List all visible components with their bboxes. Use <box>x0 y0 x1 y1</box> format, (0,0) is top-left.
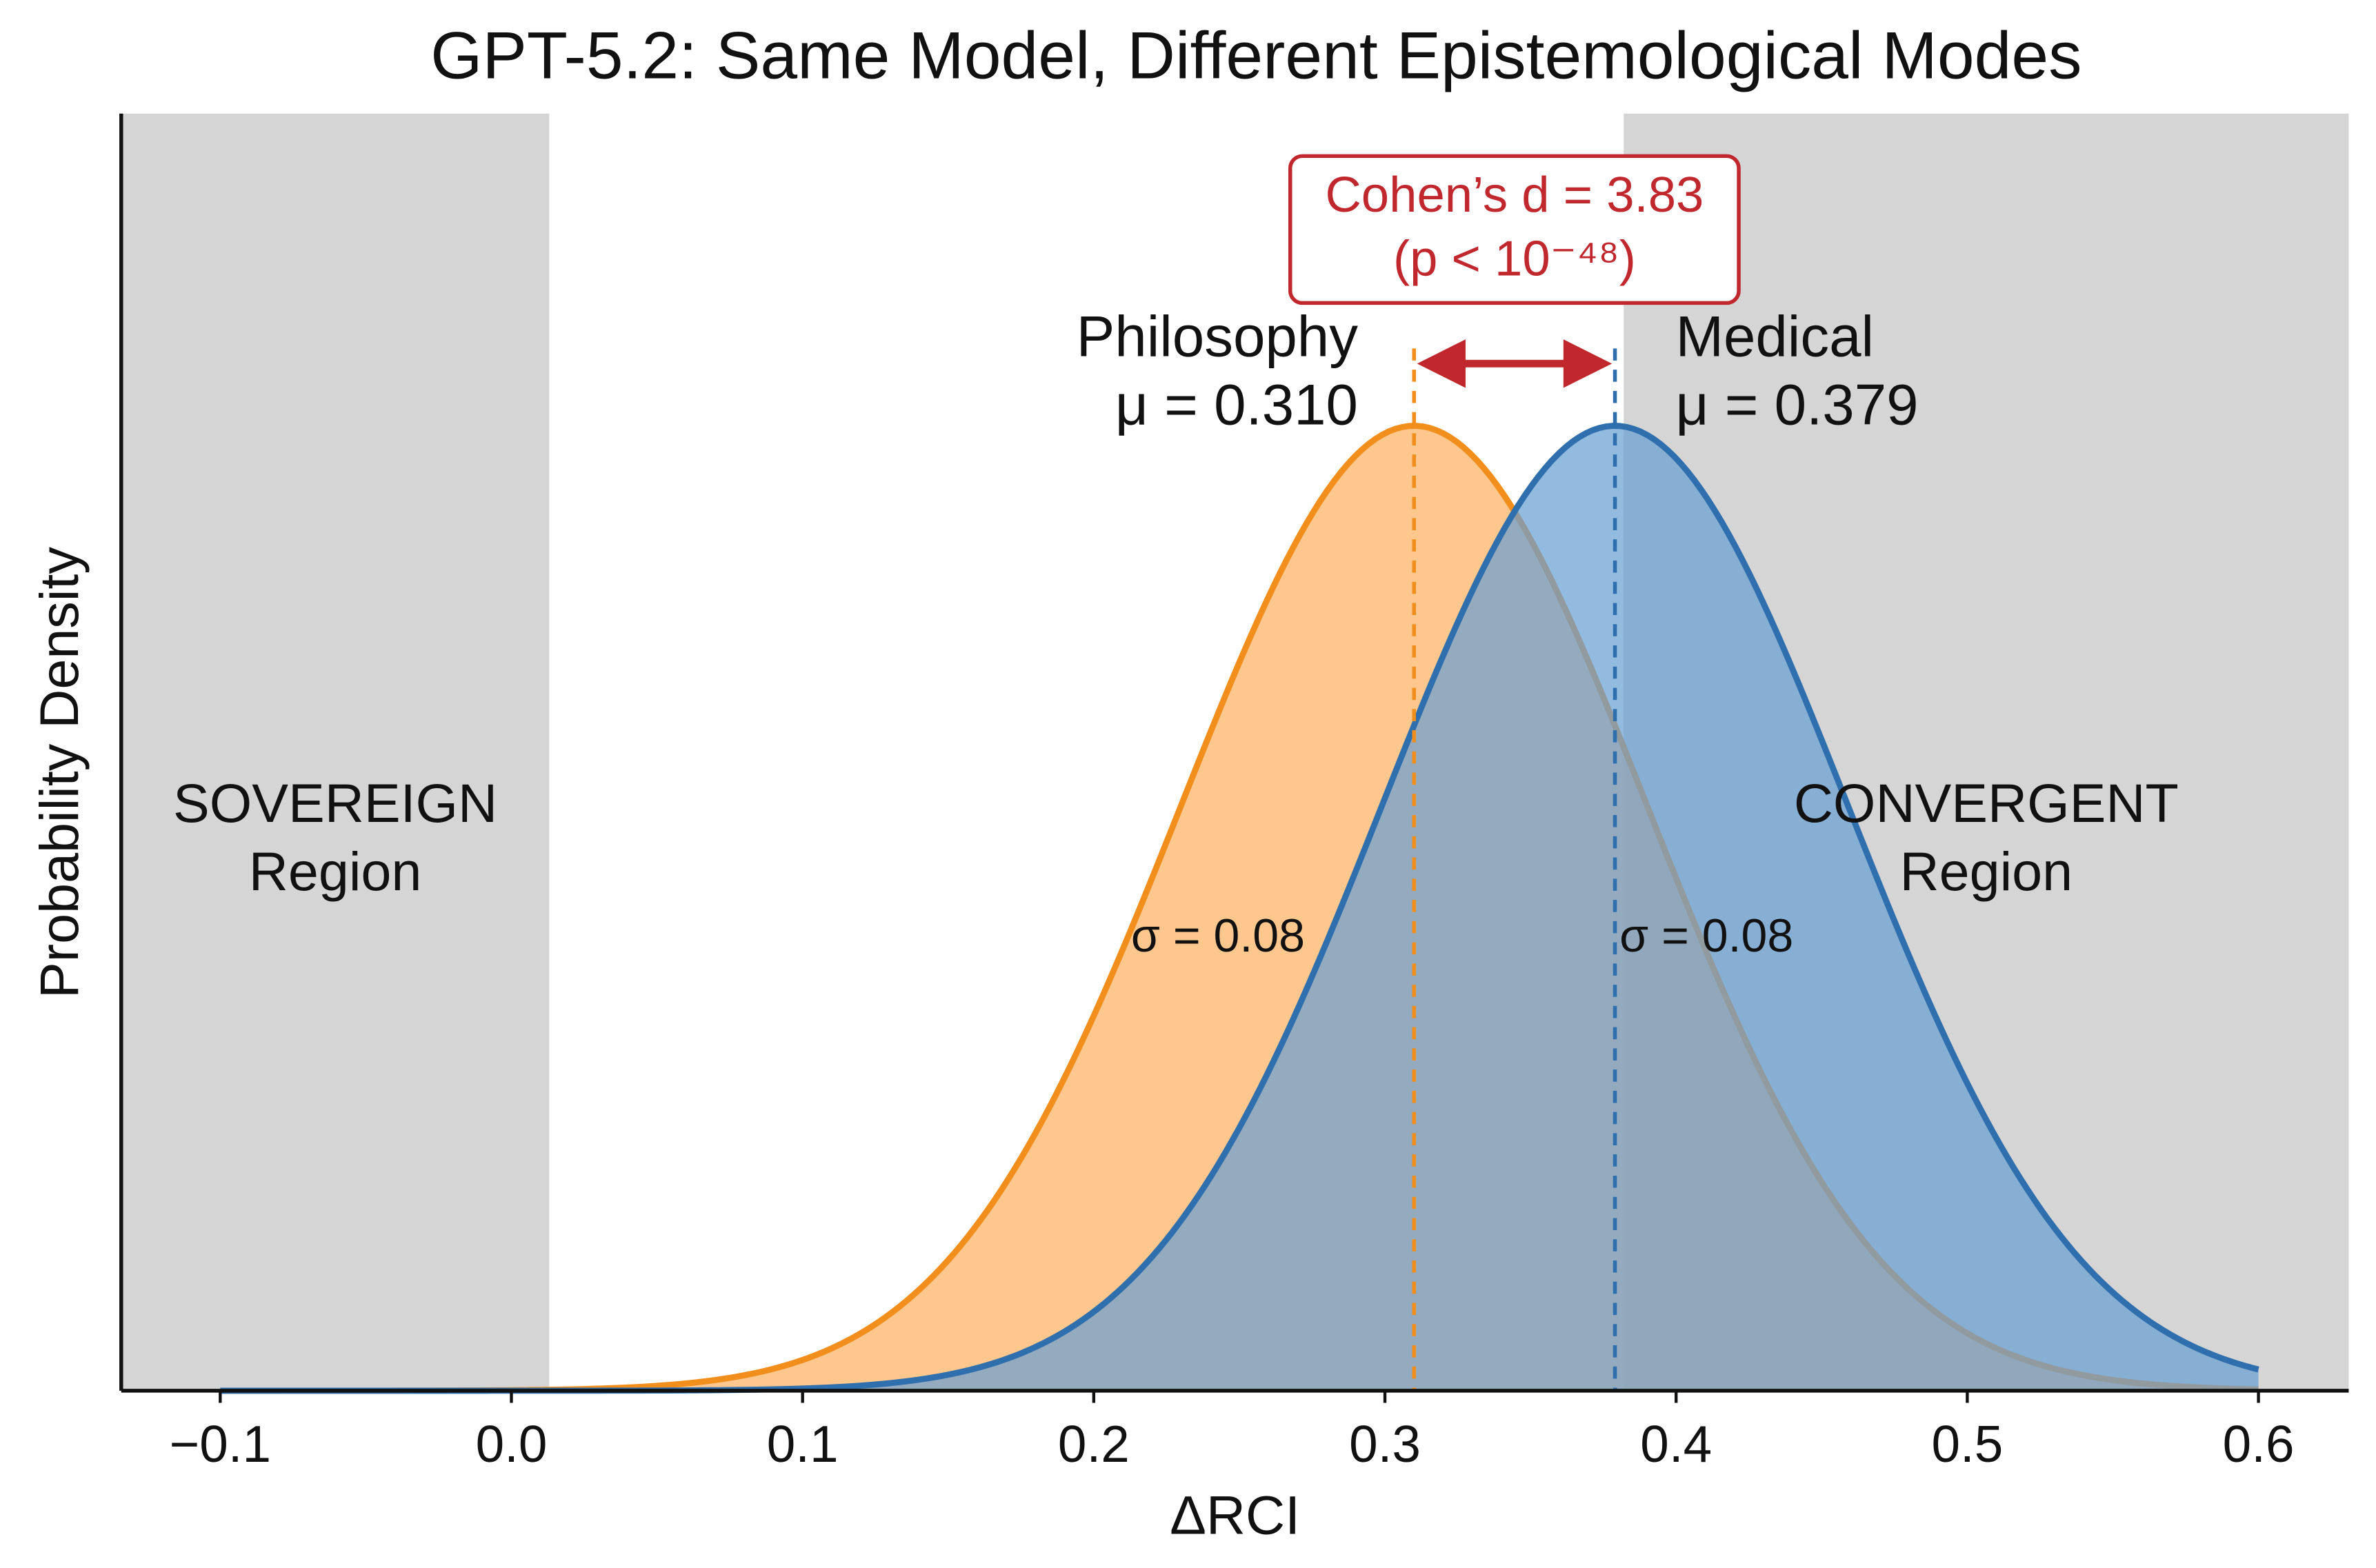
effect-label: (p < 10⁻⁴⁸) <box>1393 230 1636 286</box>
region-label: CONVERGENT <box>1794 772 2179 834</box>
arrow-head <box>1563 339 1613 388</box>
x-axis-label: ΔRCI <box>1170 1485 1300 1546</box>
chart-title: GPT-5.2: Same Model, Different Epistemol… <box>430 18 2082 92</box>
x-tick-label: 0.2 <box>1058 1415 1130 1473</box>
x-tick-label: 0.1 <box>767 1415 839 1473</box>
density-area <box>220 425 2259 1391</box>
x-tick-label: 0.5 <box>1931 1415 2003 1473</box>
y-axis-label: Probability Density <box>28 547 90 998</box>
sd-label: σ = 0.08 <box>1619 909 1793 962</box>
arrow-head <box>1417 339 1466 388</box>
series-name: Philosophy <box>1077 303 1359 368</box>
effect-label: Cohen’s d = 3.83 <box>1325 167 1704 223</box>
x-tick-label: −0.1 <box>170 1415 271 1473</box>
x-tick-label: 0.4 <box>1640 1415 1712 1473</box>
mean-label: μ = 0.379 <box>1675 372 1918 436</box>
sd-label: σ = 0.08 <box>1131 909 1305 962</box>
series-name: Medical <box>1675 303 1874 368</box>
effect-box <box>1288 154 1741 305</box>
x-tick-label: 0.6 <box>2223 1415 2295 1473</box>
mean-label: μ = 0.310 <box>1115 372 1358 436</box>
x-tick-label: 0.0 <box>476 1415 548 1473</box>
x-tick-label: 0.3 <box>1349 1415 1421 1473</box>
region-label: Region <box>1900 841 2073 902</box>
region-label: Region <box>249 841 422 902</box>
region-label: SOVEREIGN <box>173 772 497 834</box>
region <box>121 113 550 1391</box>
